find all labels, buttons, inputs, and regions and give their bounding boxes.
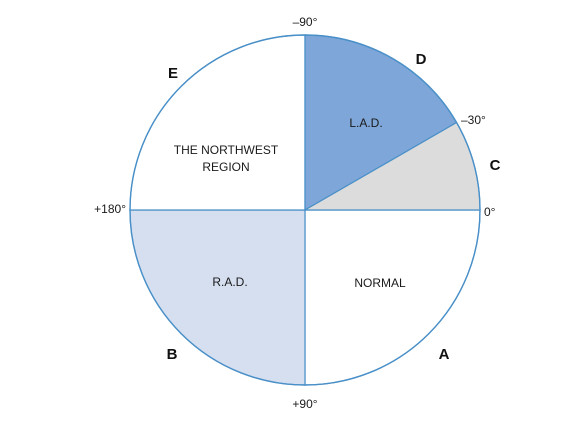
northwest-label-line1: THE NORTHWEST [174,143,279,157]
outer-circle [129,34,481,386]
normal-label: NORMAL [354,276,406,290]
rad-label: R.A.D. [212,275,247,289]
zone-letter-c: C [490,157,501,174]
zone-letter-e: E [168,65,178,82]
lad-label: L.A.D. [349,116,382,130]
zone-letter-a: A [439,346,450,363]
zone-letter-d: D [416,51,427,68]
angle-label-plus-180: +180° [94,202,126,216]
angle-label-minus-90: –90° [293,15,318,29]
northwest-label-line2: REGION [202,160,249,174]
angle-label-0: 0° [484,205,496,219]
angle-label-minus-30: –30° [461,113,486,127]
zone-letter-b: B [167,346,178,363]
rad-sector [129,209,306,386]
angle-label-plus-90: +90° [292,397,317,411]
normal-sector [304,209,481,386]
northwest-sector [129,34,306,211]
